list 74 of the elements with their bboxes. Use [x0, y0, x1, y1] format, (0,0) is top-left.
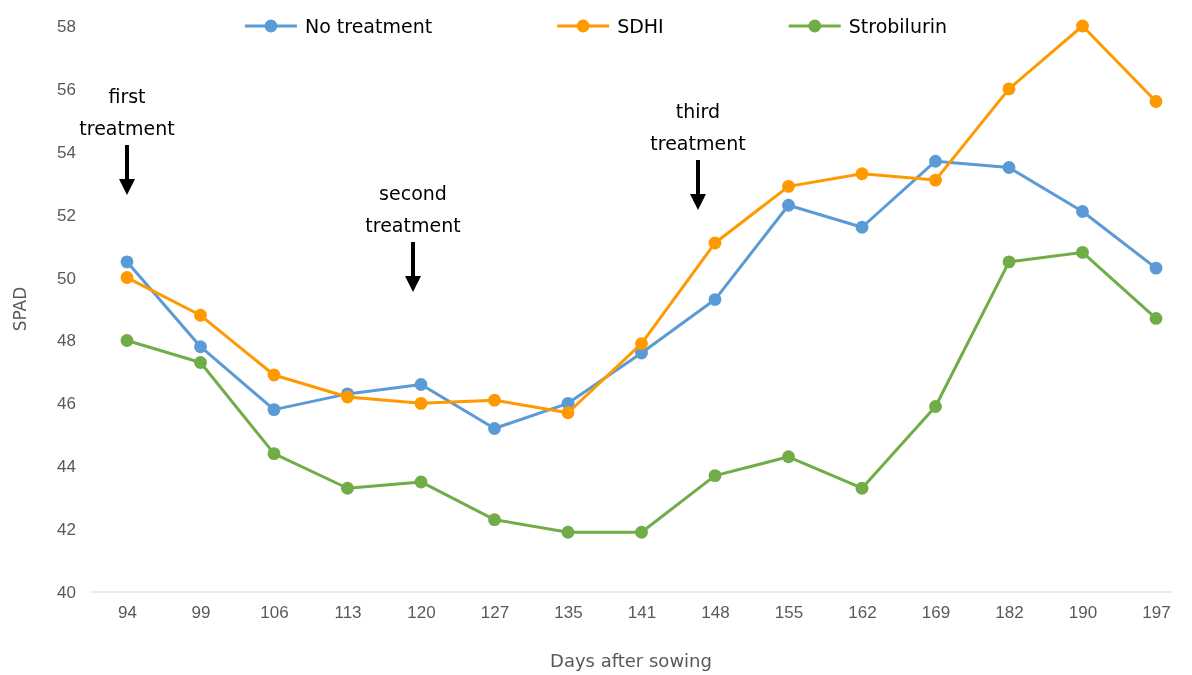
y-tick-label: 42 [57, 520, 76, 540]
y-tick-label: 54 [57, 142, 76, 162]
point [194, 308, 207, 322]
point [194, 340, 207, 354]
legend-label: Strobilurin [848, 15, 948, 37]
legend-label: No treatment [304, 15, 433, 37]
point [341, 481, 354, 495]
point [929, 173, 942, 187]
point [414, 396, 428, 410]
y-tick-label: 46 [57, 394, 76, 414]
point [855, 481, 869, 495]
point [1076, 205, 1089, 218]
y-tick-label: 48 [57, 331, 76, 351]
point [488, 393, 501, 407]
x-tick-label: 190 [1068, 603, 1098, 623]
point [1149, 261, 1163, 275]
point [1149, 95, 1163, 108]
y-tick-label: 58 [57, 16, 76, 36]
point [267, 368, 281, 382]
x-tick-label: 169 [921, 603, 951, 623]
point [1002, 82, 1016, 96]
point [1002, 161, 1016, 174]
point [561, 525, 575, 539]
point [561, 406, 575, 420]
point [1149, 312, 1163, 325]
point [782, 179, 795, 193]
point [782, 450, 795, 464]
x-tick-label: 106 [260, 603, 289, 623]
point [120, 255, 134, 269]
point [414, 475, 428, 489]
point [708, 236, 722, 250]
point [267, 447, 281, 461]
point [1002, 255, 1016, 269]
point [488, 513, 501, 527]
point [708, 293, 722, 306]
point [120, 271, 134, 284]
x-tick-label: 127 [480, 603, 510, 623]
point [267, 403, 281, 417]
x-tick-label: 148 [701, 603, 730, 623]
point [414, 378, 428, 391]
x-tick-label: 94 [118, 603, 137, 623]
point [120, 334, 134, 347]
annotation: first treatment [79, 85, 175, 139]
y-tick-label: 50 [57, 268, 76, 288]
point [782, 198, 795, 212]
x-axis-title: Days after sowing [550, 650, 712, 671]
x-tick-label: 162 [848, 603, 877, 623]
y-tick-label: 40 [57, 582, 76, 602]
x-tick-label: 141 [627, 603, 657, 623]
point [929, 400, 942, 413]
x-tick-label: 135 [554, 603, 583, 623]
y-tick-label: 44 [57, 457, 76, 477]
point [635, 525, 648, 539]
x-tick-label: 120 [407, 603, 436, 623]
legend-label: SDHI [617, 15, 664, 37]
y-tick-label: 52 [57, 205, 76, 225]
point [1076, 19, 1089, 33]
point [855, 167, 869, 181]
x-tick-label: 99 [191, 603, 211, 623]
point [1076, 245, 1089, 259]
x-tick-label: 197 [1142, 603, 1171, 623]
point [708, 469, 722, 483]
point [488, 422, 501, 435]
x-tick-label: 113 [334, 603, 362, 623]
x-tick-label: 155 [774, 603, 804, 623]
point [194, 356, 207, 369]
y-tick-label: 56 [57, 79, 76, 99]
point [929, 154, 942, 168]
x-tick-label: 182 [995, 603, 1024, 623]
point [855, 220, 869, 234]
annotation: third treatment [650, 100, 746, 154]
annotation: second treatment [365, 182, 461, 236]
point [635, 337, 648, 351]
y-axis-title: SPAD [10, 286, 30, 332]
